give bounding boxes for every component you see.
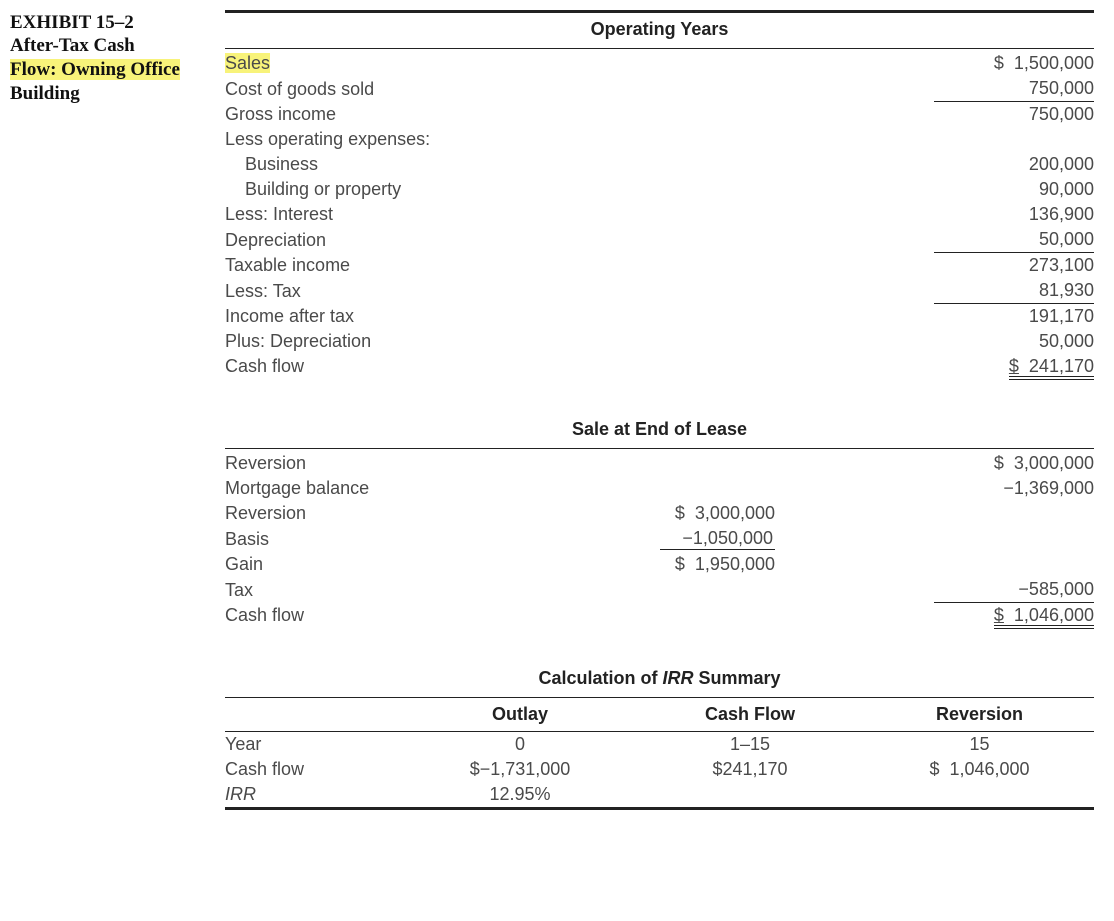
row-business-label: Business: [225, 152, 545, 177]
row-tax-label: Less: Tax: [225, 278, 545, 304]
row-gross-label: Gross income: [225, 102, 545, 128]
row-saletax-value: −585,000: [1018, 579, 1094, 599]
row-sales-label: Sales: [225, 53, 270, 73]
irr-heading-italic: IRR: [662, 668, 693, 688]
irr-heading-pre: Calculation of: [538, 668, 662, 688]
irr-irr-value: 12.95%: [405, 782, 635, 809]
row-rev2-label: Reversion: [225, 501, 545, 526]
row-tax-value: 81,930: [1039, 280, 1094, 300]
exhibit-title-3: Building: [10, 83, 80, 104]
irr-col-outlay: Outlay: [405, 698, 635, 732]
row-cogs-value: 750,000: [1029, 78, 1094, 98]
row-aftertax-label: Income after tax: [225, 304, 545, 330]
operating-years-heading: Operating Years: [225, 12, 1094, 49]
irr-year-cf: 1–15: [635, 732, 865, 757]
irr-cf-label: Cash flow: [225, 757, 405, 782]
row-cf-label: Cash flow: [225, 354, 545, 379]
row-gain-mid: 1,950,000: [695, 554, 775, 574]
irr-col-cf: Cash Flow: [635, 698, 865, 732]
exhibit-table: Operating Years Sales $1,500,000 Cost of…: [225, 10, 1094, 810]
row-taxinc-value: 273,100: [1029, 255, 1094, 275]
irr-heading-post: Summary: [693, 668, 780, 688]
irr-year-label: Year: [225, 732, 405, 757]
row-sales-value: 1,500,000: [1014, 53, 1094, 73]
irr-year-outlay: 0: [405, 732, 635, 757]
row-saletax-label: Tax: [225, 577, 545, 603]
row-taxinc-label: Taxable income: [225, 253, 545, 279]
row-cf-value: 241,170: [1029, 356, 1094, 376]
row-basis-mid: −1,050,000: [682, 528, 773, 548]
row-property-value: 90,000: [1039, 179, 1094, 199]
irr-cf-rev: $ 1,046,000: [865, 757, 1094, 782]
exhibit-number: EXHIBIT 15–2: [10, 12, 215, 34]
irr-cf-outlay: $−1,731,000: [405, 757, 635, 782]
row-interest-value: 136,900: [1029, 204, 1094, 224]
exhibit-title-highlight: Flow: Owning Office: [10, 59, 180, 80]
row-dep-label: Depreciation: [225, 227, 545, 253]
row-rev1-label: Reversion: [225, 451, 545, 476]
row-property-label: Building or property: [225, 177, 545, 202]
row-gross-value: 750,000: [1029, 104, 1094, 124]
row-business-value: 200,000: [1029, 154, 1094, 174]
row-mort-value: −1,369,000: [1003, 478, 1094, 498]
row-rev2-mid: 3,000,000: [695, 503, 775, 523]
sale-heading: Sale at End of Lease: [225, 413, 1094, 449]
row-dep-value: 50,000: [1039, 229, 1094, 249]
row-interest-label: Less: Interest: [225, 202, 545, 227]
row-gain-label: Gain: [225, 552, 545, 577]
row-aftertax-value: 191,170: [1029, 306, 1094, 326]
row-cogs-label: Cost of goods sold: [225, 76, 545, 102]
row-rev1-value: 3,000,000: [1014, 453, 1094, 473]
row-plusdep-value: 50,000: [1039, 331, 1094, 351]
row-mort-label: Mortgage balance: [225, 476, 545, 501]
irr-col-rev: Reversion: [865, 698, 1094, 732]
exhibit-title-1: After-Tax Cash: [10, 35, 135, 56]
row-salecf-label: Cash flow: [225, 603, 545, 629]
row-plusdep-label: Plus: Depreciation: [225, 329, 545, 354]
row-basis-label: Basis: [225, 526, 545, 552]
row-lessopex-label: Less operating expenses:: [225, 127, 1094, 152]
irr-irr-label: IRR: [225, 782, 405, 809]
row-salecf-value: 1,046,000: [1014, 605, 1094, 625]
exhibit-caption: EXHIBIT 15–2 After-Tax Cash Flow: Owning…: [10, 10, 225, 105]
irr-cf-cf: $241,170: [635, 757, 865, 782]
irr-year-rev: 15: [865, 732, 1094, 757]
